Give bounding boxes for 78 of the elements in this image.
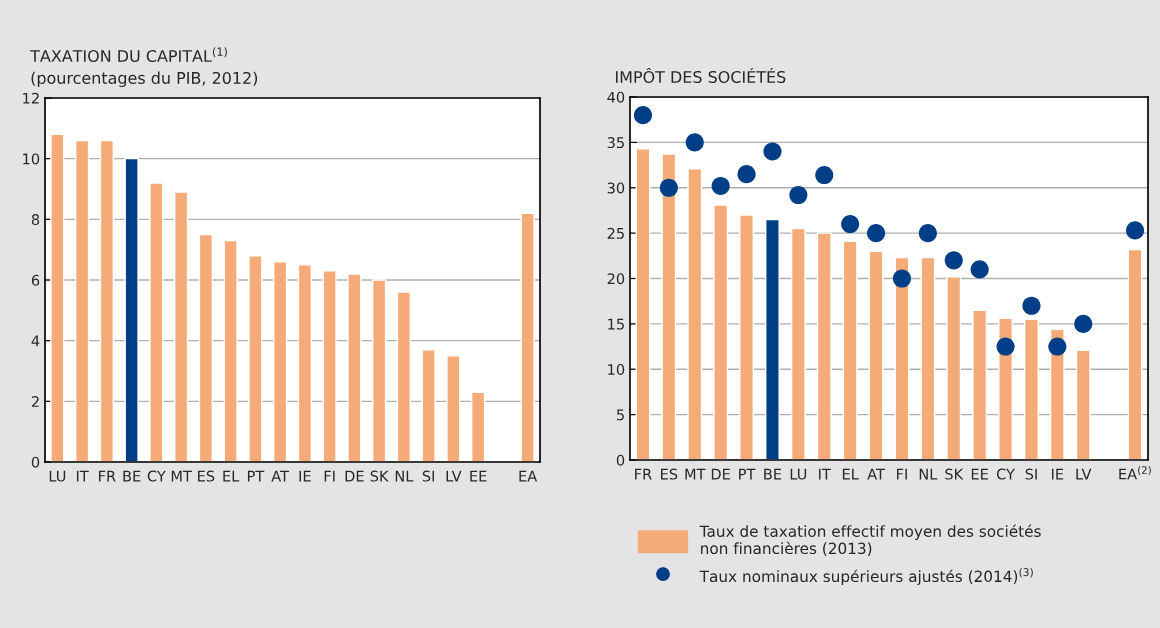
y-tick-label: 30 bbox=[607, 182, 625, 194]
x-tick-label: SK bbox=[945, 468, 964, 480]
point bbox=[1126, 221, 1145, 240]
point bbox=[1022, 296, 1041, 315]
legend-label: Taux nominaux supérieurs ajustés (2014)$^{(3)}$ bbox=[699, 567, 1033, 586]
x-tick-label: DE bbox=[345, 470, 364, 482]
point bbox=[918, 224, 937, 243]
x-tick-label: SI bbox=[422, 470, 434, 482]
y-tick-label: 20 bbox=[607, 273, 625, 285]
x-tick-label: LU bbox=[49, 470, 66, 482]
point bbox=[841, 215, 860, 234]
y-tick-label: 40 bbox=[607, 91, 625, 103]
point bbox=[892, 269, 911, 288]
x-tick-label: AT bbox=[271, 470, 290, 482]
x-tick-label: FR bbox=[99, 470, 116, 482]
x-tick-label: IT bbox=[819, 468, 831, 480]
y-tick-label: 10 bbox=[23, 153, 40, 165]
x-tick-label: SI bbox=[1025, 468, 1037, 480]
x-tick-label: EL bbox=[223, 470, 240, 482]
point bbox=[763, 142, 782, 161]
x-tick-label: LU bbox=[790, 468, 807, 480]
x-tick-label: PT bbox=[247, 470, 265, 482]
y-tick-label: 0 bbox=[31, 456, 40, 468]
point bbox=[685, 133, 704, 152]
x-tick-label: PT bbox=[739, 468, 756, 480]
x-tick-label: IE bbox=[299, 470, 311, 482]
x-tick-label: LV bbox=[1076, 468, 1092, 480]
x-tick-label: NL bbox=[919, 468, 938, 480]
x-tick-label: EL bbox=[842, 468, 859, 480]
point bbox=[815, 165, 834, 185]
chart-title: IMPÔT DES SOCIÉTÉS bbox=[616, 68, 786, 84]
x-tick-label: BE bbox=[764, 468, 782, 480]
x-tick-label: MT bbox=[171, 470, 192, 482]
point bbox=[1074, 314, 1093, 333]
x-tick-label: FI bbox=[897, 468, 907, 480]
y-tick-label: 5 bbox=[616, 409, 624, 421]
x-tick-label: SK bbox=[370, 470, 389, 482]
x-tick-label: BE bbox=[123, 470, 141, 482]
y-tick-label: 6 bbox=[31, 274, 40, 286]
x-tick-label: MT bbox=[685, 468, 706, 480]
x-tick-label: CY bbox=[996, 468, 1015, 480]
y-tick-label: 8 bbox=[31, 214, 40, 226]
y-tick-label: 4 bbox=[31, 335, 40, 347]
x-tick-label: EE bbox=[470, 470, 487, 482]
point bbox=[867, 224, 886, 243]
y-tick-label: 2 bbox=[31, 396, 39, 407]
y-tick-label: 15 bbox=[608, 318, 624, 330]
x-tick-label: LV bbox=[446, 470, 462, 482]
chart-title: TAXATION DU CAPITAL$^{(1)}$ bbox=[30, 47, 227, 63]
y-tick-label: 10 bbox=[608, 363, 625, 375]
x-tick-label: EA bbox=[519, 470, 538, 482]
chart-subtitle: (pourcentages du PIB, 2012) bbox=[31, 71, 258, 88]
x-tick-label: EA$^{(2)}$ bbox=[1119, 466, 1151, 480]
x-tick-label: IT bbox=[76, 470, 89, 482]
x-tick-label: CY bbox=[147, 470, 166, 482]
point bbox=[633, 106, 652, 125]
y-tick-label: 0 bbox=[616, 454, 625, 466]
x-tick-label: IE bbox=[1052, 468, 1064, 480]
x-tick-label: NL bbox=[395, 470, 414, 482]
point bbox=[711, 176, 730, 195]
point bbox=[996, 337, 1015, 356]
point bbox=[789, 185, 808, 205]
x-tick-label: AT bbox=[867, 468, 885, 480]
legend-label: Taux de taxation effectif moyen des sociétés non financières (2013) bbox=[699, 524, 1041, 556]
x-tick-label: FR bbox=[635, 468, 652, 480]
x-tick-label: EE bbox=[971, 468, 988, 480]
x-tick-label: FI bbox=[324, 470, 335, 482]
x-tick-label: DE bbox=[711, 468, 730, 480]
point bbox=[737, 165, 756, 184]
point bbox=[659, 178, 678, 197]
y-tick-label: 35 bbox=[607, 137, 624, 149]
point bbox=[944, 251, 963, 270]
y-tick-label: 25 bbox=[607, 227, 624, 239]
x-tick-label: ES bbox=[661, 468, 678, 480]
y-tick-label: 12 bbox=[23, 92, 39, 104]
point bbox=[1048, 337, 1067, 356]
x-tick-label: ES bbox=[198, 470, 215, 482]
point bbox=[970, 260, 989, 279]
